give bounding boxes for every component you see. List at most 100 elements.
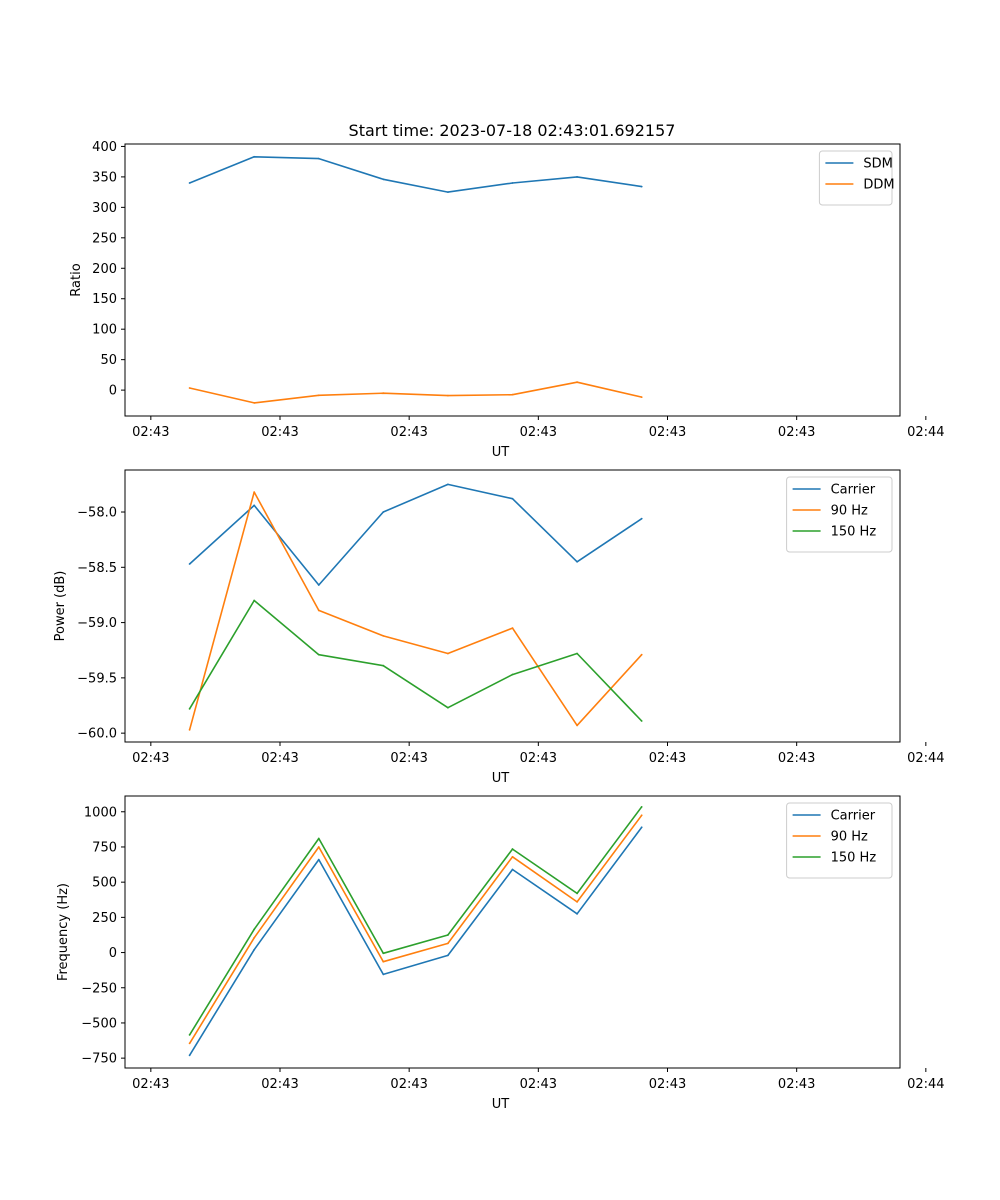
x-tick-label: 02:43 bbox=[649, 425, 686, 440]
x-tick-label: 02:43 bbox=[520, 1077, 557, 1092]
legend-label: DDM bbox=[863, 178, 894, 193]
data-point bbox=[447, 483, 449, 486]
data-point bbox=[511, 182, 514, 184]
legend: SDM DDM bbox=[818, 150, 895, 206]
data-point bbox=[640, 396, 643, 399]
chart-panel-3: 1000 750 500 250 0 −250 −500 −750 02:43 02:43 02:4… bbox=[56, 795, 945, 1112]
y-tick-label: 300 bbox=[92, 201, 117, 216]
y-tick-label: 0 bbox=[109, 946, 117, 961]
axes-frame bbox=[124, 143, 901, 417]
y-tick-label: −500 bbox=[81, 1016, 117, 1031]
data-point bbox=[447, 934, 449, 936]
data-point bbox=[511, 855, 514, 858]
legend: Carrier 90 Hz 150 Hz bbox=[786, 802, 893, 879]
data-point bbox=[576, 892, 578, 895]
data-point bbox=[317, 846, 320, 848]
x-tick-label: 02:43 bbox=[132, 751, 169, 766]
x-tick-label: 02:43 bbox=[390, 751, 427, 766]
data-point bbox=[382, 973, 385, 976]
x-tick-label: 02:43 bbox=[132, 425, 169, 440]
legend-box bbox=[818, 150, 893, 206]
y-tick-label: 200 bbox=[92, 262, 117, 277]
data-point bbox=[576, 900, 578, 903]
y-tick-label: −750 bbox=[81, 1052, 117, 1067]
data-point bbox=[188, 563, 191, 565]
data-point bbox=[511, 393, 514, 396]
y-tick-label: 750 bbox=[92, 840, 117, 855]
legend-label: 90 Hz bbox=[831, 504, 868, 519]
y-axis-label: Frequency (Hz) bbox=[56, 883, 71, 981]
x-tick-label: 02:43 bbox=[649, 751, 686, 766]
data-point bbox=[253, 504, 256, 507]
x-tick-label: 02:43 bbox=[390, 1077, 427, 1092]
y-tick-label: 400 bbox=[92, 140, 117, 155]
data-point bbox=[188, 728, 191, 731]
x-axis-label: UT bbox=[492, 445, 510, 460]
data-point bbox=[188, 707, 191, 710]
data-point bbox=[576, 652, 578, 655]
data-point bbox=[317, 609, 320, 612]
y-tick-label: −60.0 bbox=[77, 727, 117, 742]
x-tick-label: 02:43 bbox=[132, 1077, 169, 1092]
data-point bbox=[382, 634, 385, 637]
series-line-150-hz bbox=[188, 599, 643, 722]
data-point bbox=[640, 814, 643, 817]
series-line-carrier bbox=[189, 483, 643, 586]
legend: Carrier 90 Hz 150 Hz bbox=[786, 476, 893, 553]
y-tick-label: 250 bbox=[92, 231, 117, 246]
series-line-90-hz bbox=[188, 491, 643, 731]
x-axis-label: UT bbox=[492, 771, 510, 786]
y-tick-label: 350 bbox=[92, 170, 117, 185]
y-tick-label: 0 bbox=[109, 384, 117, 399]
legend-box bbox=[786, 476, 893, 553]
legend-label: Carrier bbox=[831, 483, 876, 498]
data-point bbox=[640, 826, 643, 829]
data-point bbox=[640, 720, 643, 722]
data-point bbox=[511, 673, 514, 676]
data-point bbox=[317, 394, 320, 397]
legend-label: 150 Hz bbox=[831, 851, 877, 866]
y-tick-label: −59.0 bbox=[77, 616, 117, 631]
data-point bbox=[447, 394, 449, 397]
y-tick-label: −58.5 bbox=[77, 561, 117, 576]
x-tick-label: 02:44 bbox=[907, 1077, 944, 1092]
data-point bbox=[511, 868, 514, 871]
y-tick-label: −58.0 bbox=[77, 506, 117, 521]
data-point bbox=[253, 402, 256, 404]
x-axis-label: UT bbox=[492, 1097, 510, 1112]
legend-label: SDM bbox=[863, 157, 892, 172]
data-point bbox=[511, 627, 514, 630]
y-axis-label: Power (dB) bbox=[53, 571, 68, 642]
data-point bbox=[447, 191, 449, 194]
x-tick-label: 02:43 bbox=[520, 751, 557, 766]
x-tick-label: 02:43 bbox=[520, 425, 557, 440]
data-point bbox=[382, 392, 385, 395]
data-point bbox=[382, 664, 385, 667]
axes-frame bbox=[124, 795, 901, 1069]
axes-frame bbox=[124, 469, 901, 743]
x-tick-label: 02:43 bbox=[778, 1077, 815, 1092]
data-point bbox=[576, 175, 578, 178]
series-line-ddm bbox=[189, 381, 642, 404]
y-tick-label: 50 bbox=[100, 353, 117, 368]
y-tick-label: −59.5 bbox=[77, 671, 117, 686]
chart-panel-2: −58.0 −58.5 −59.0 −59.5 −60.0 02:43 02:43 02:43… bbox=[53, 469, 945, 786]
x-tick-label: 02:43 bbox=[778, 751, 815, 766]
data-point bbox=[253, 491, 256, 494]
data-point bbox=[382, 178, 385, 181]
data-point bbox=[576, 560, 578, 563]
data-point bbox=[188, 387, 191, 389]
series-line-sdm bbox=[189, 156, 642, 193]
data-point bbox=[253, 928, 256, 931]
x-tick-label: 02:43 bbox=[778, 425, 815, 440]
data-point bbox=[253, 599, 256, 602]
data-point bbox=[188, 1054, 191, 1057]
data-point bbox=[382, 952, 385, 955]
x-tick-label: 02:43 bbox=[261, 425, 298, 440]
figure-title: Start time: 2023-07-18 02:43:01.692157 bbox=[349, 121, 676, 140]
data-point bbox=[317, 858, 320, 861]
legend-box bbox=[786, 802, 893, 879]
x-tick-label: 02:43 bbox=[649, 1077, 686, 1092]
